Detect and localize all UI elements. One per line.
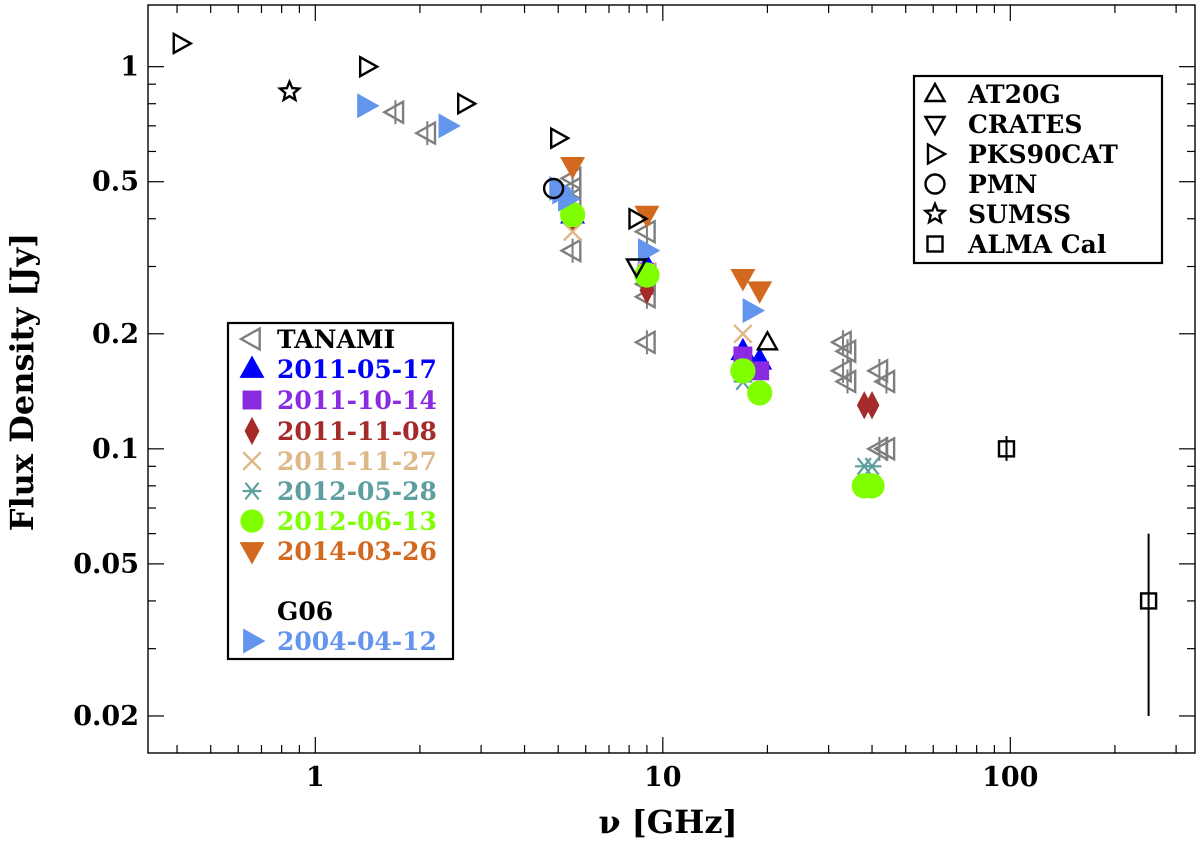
axis-ticks: 1 10 100 0.02 0.05 0.1 0.2 0.5 1 bbox=[73, 5, 1195, 793]
legend-series-label: 2004-04-12 bbox=[277, 627, 437, 656]
x-tick-label: 100 bbox=[982, 762, 1038, 793]
point-2004-04-12 bbox=[558, 186, 581, 212]
y-tick-label: 0.2 bbox=[92, 319, 139, 350]
y-tick-label: 1 bbox=[120, 52, 139, 83]
catalog-legend-box bbox=[912, 74, 1164, 265]
legend-alma-cal-icon bbox=[926, 235, 944, 253]
point-tanami bbox=[872, 369, 896, 395]
legend-series-label: 2012-05-28 bbox=[277, 477, 437, 506]
legend-series-label: 2011-11-27 bbox=[277, 447, 437, 476]
point-tanami bbox=[633, 219, 656, 245]
point-tanami bbox=[381, 99, 405, 125]
point-tanami bbox=[559, 238, 582, 264]
legend-2012-06-13-icon bbox=[240, 509, 264, 533]
point-at20g bbox=[755, 329, 779, 351]
point-pks90cat bbox=[628, 207, 649, 231]
axis-labels: ν [GHz] Flux Density [Jy] bbox=[3, 233, 738, 841]
x-tick-label: 1 bbox=[306, 762, 325, 793]
point-2011-11-27 bbox=[562, 222, 583, 242]
legend-catalog-label: CRATES bbox=[968, 110, 1082, 139]
point-2004-04-12 bbox=[438, 113, 461, 139]
legend-catalog-label: PKS90CAT bbox=[968, 140, 1118, 169]
point-tanami bbox=[413, 120, 437, 146]
legend-2014-03-26-icon bbox=[239, 542, 265, 565]
point-pks90cat bbox=[457, 92, 478, 116]
legend-series-label: 2011-10-14 bbox=[277, 386, 437, 415]
legend-tanami-icon bbox=[238, 326, 261, 352]
legend-series-label: 2011-11-08 bbox=[277, 417, 437, 446]
legend-2012-05-28-icon bbox=[242, 482, 262, 500]
x-axis-label: ν [GHz] bbox=[598, 803, 737, 841]
point-2012-06-13 bbox=[747, 380, 773, 406]
point-tanami bbox=[834, 338, 857, 364]
point-2004-04-12 bbox=[742, 298, 765, 324]
legend-catalog-label: ALMA Cal bbox=[967, 230, 1106, 259]
legend-series-label: TANAMI bbox=[277, 325, 395, 354]
point-2011-11-27 bbox=[733, 324, 753, 344]
point-sumss bbox=[276, 78, 303, 103]
legend-pmn-icon bbox=[924, 173, 946, 195]
plot-frame bbox=[147, 4, 1196, 754]
point-2012-05-28 bbox=[862, 457, 882, 476]
legend-2011-11-08-icon bbox=[244, 416, 260, 446]
point-tanami bbox=[872, 436, 896, 462]
point-2012-06-13 bbox=[730, 358, 756, 384]
point-2004-04-12 bbox=[357, 93, 380, 119]
point-2012-06-13 bbox=[859, 473, 885, 499]
point-2011-11-08 bbox=[864, 391, 880, 420]
point-alma-cal bbox=[997, 440, 1016, 458]
legend-2004-04-12-icon bbox=[243, 628, 266, 654]
legend-catalog-label: AT20G bbox=[967, 80, 1061, 109]
legend-2011-05-17-icon bbox=[239, 355, 265, 378]
point-pmn bbox=[542, 177, 565, 200]
legend-crates-icon bbox=[923, 115, 947, 137]
series-legend-box bbox=[226, 321, 455, 661]
legend-pks90cat-icon bbox=[926, 142, 948, 166]
legend-series-label: 2011-05-17 bbox=[277, 355, 437, 384]
legend-series-label: 2014-03-26 bbox=[277, 537, 437, 566]
y-tick-label: 0.02 bbox=[73, 701, 139, 732]
y-tick-label: 0.1 bbox=[92, 434, 139, 465]
y-tick-label: 0.05 bbox=[73, 549, 139, 580]
point-tanami bbox=[829, 358, 852, 384]
y-axis-label: Flux Density [Jy] bbox=[3, 233, 41, 531]
point-tanami bbox=[633, 329, 656, 355]
x-tick-label: 10 bbox=[644, 762, 682, 793]
legend-2011-10-14-icon bbox=[242, 390, 262, 410]
legend-catalog-label: SUMSS bbox=[968, 200, 1071, 229]
point-2014-03-26 bbox=[730, 269, 756, 292]
legend-series-label: 2012-06-13 bbox=[277, 507, 437, 536]
point-pks90cat bbox=[172, 31, 194, 56]
point-alma-cal bbox=[1139, 592, 1158, 610]
legend-catalog-label: PMN bbox=[968, 170, 1037, 199]
point-tanami bbox=[834, 369, 857, 395]
point-2012-06-13 bbox=[634, 262, 660, 288]
series-legend: TANAMI2011-05-172011-10-142011-11-082011… bbox=[226, 321, 455, 661]
y-tick-label: 0.5 bbox=[92, 167, 139, 198]
point-pks90cat bbox=[550, 126, 571, 150]
point-crates bbox=[624, 258, 649, 279]
point-tanami bbox=[865, 358, 889, 384]
point-2014-03-26 bbox=[560, 156, 586, 180]
point-pks90cat bbox=[358, 55, 380, 79]
legend-group-label: G06 bbox=[277, 597, 333, 626]
plot-border bbox=[147, 4, 1196, 754]
data-markers bbox=[172, 31, 1158, 716]
legend-2011-11-27-icon bbox=[242, 451, 262, 471]
point-2014-03-26 bbox=[747, 281, 773, 304]
legend-at20g-icon bbox=[923, 81, 947, 103]
point-2004-04-12 bbox=[638, 238, 661, 264]
legend-sumss-icon bbox=[922, 200, 948, 225]
